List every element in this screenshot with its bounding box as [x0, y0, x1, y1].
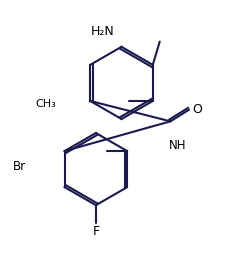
Text: Br: Br: [13, 160, 26, 173]
Text: F: F: [92, 225, 99, 238]
Text: O: O: [192, 103, 202, 116]
Text: NH: NH: [169, 139, 187, 152]
Text: CH₃: CH₃: [35, 99, 56, 109]
Text: H₂N: H₂N: [91, 25, 115, 38]
